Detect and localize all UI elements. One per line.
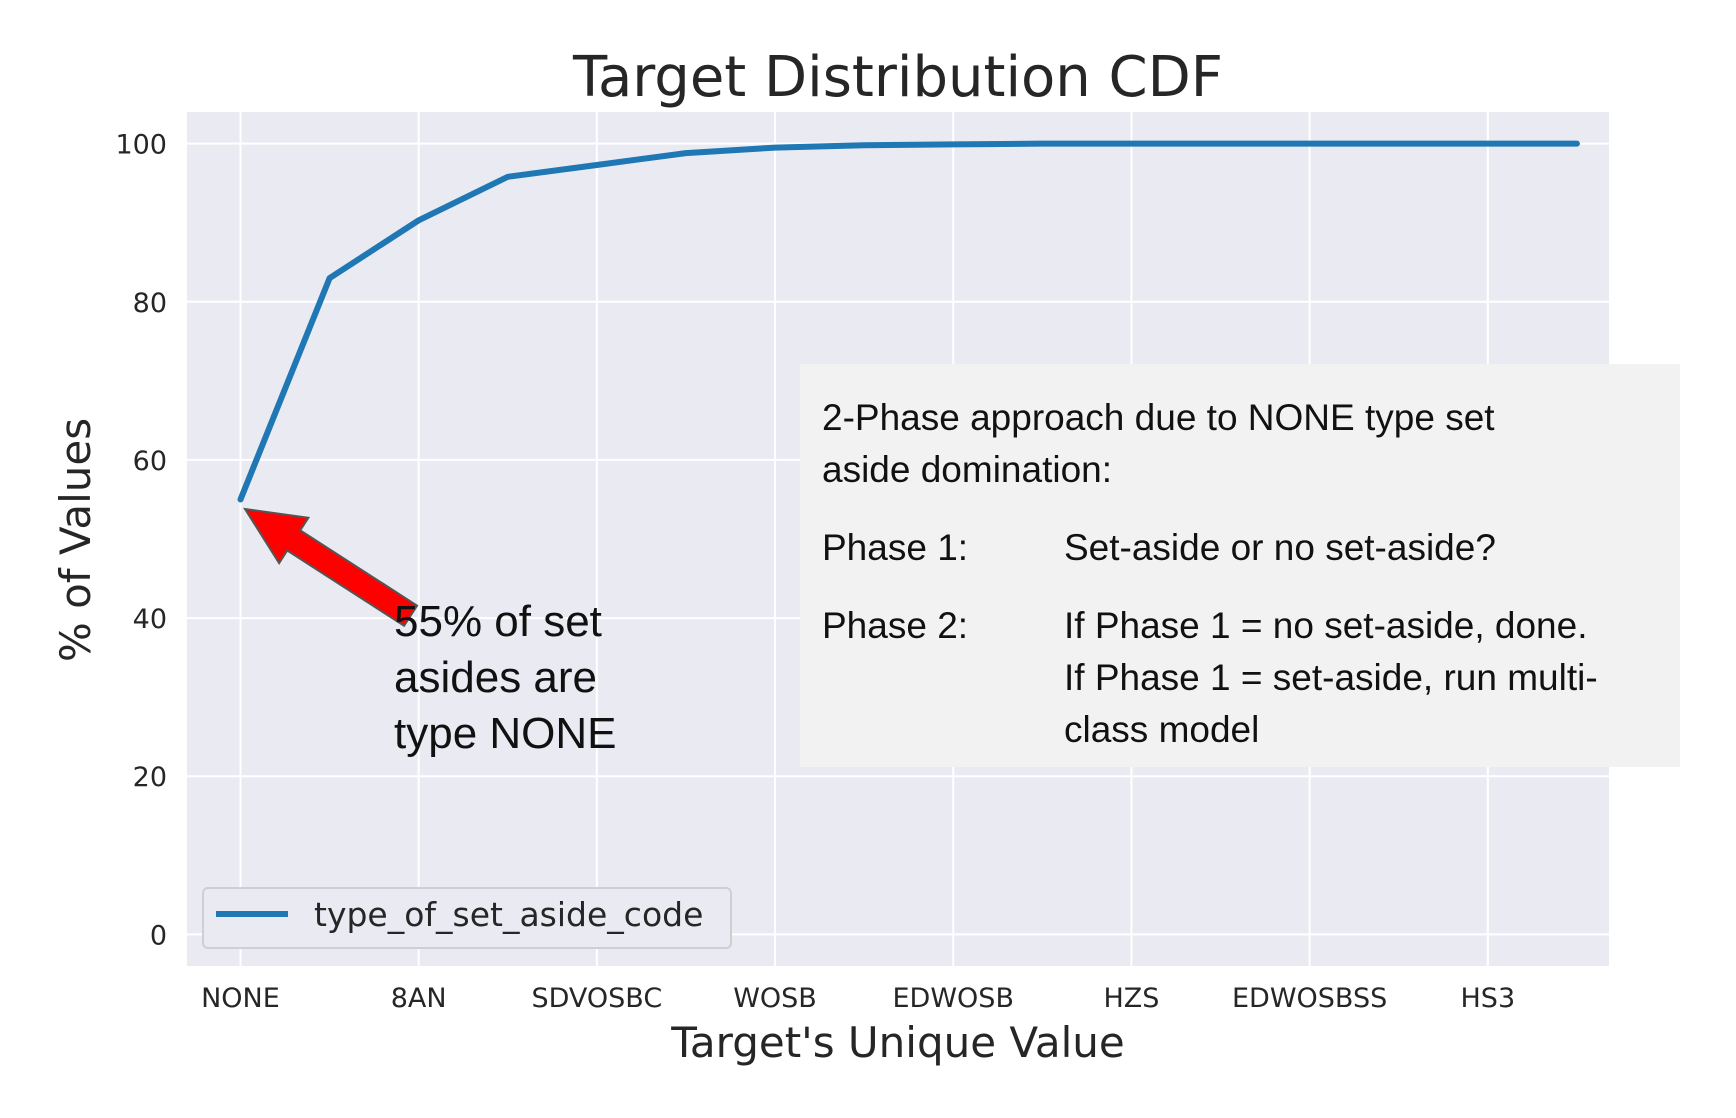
- y-tick-label: 80: [133, 288, 167, 319]
- phase-2-text: If Phase 1 = no set-aside, done. If Phas…: [1064, 600, 1658, 756]
- y-tick-label: 60: [133, 446, 167, 477]
- x-tick-label: EDWOSBSS: [1232, 983, 1387, 1014]
- x-tick-label: HS3: [1461, 983, 1516, 1014]
- x-tick-label: HZS: [1103, 983, 1159, 1014]
- callout-line: asides are: [394, 653, 598, 702]
- y-tick-label: 20: [133, 762, 167, 793]
- y-axis: 0 20 40 60 80 100: [115, 130, 167, 952]
- callout-line: type NONE: [394, 709, 617, 758]
- x-tick-label: NONE: [201, 983, 280, 1014]
- phase-1-label: Phase 1:: [822, 527, 969, 568]
- legend-box: [202, 887, 732, 949]
- callout-text: 55% of set asides are type NONE: [394, 594, 694, 762]
- y-tick-label: 0: [150, 920, 167, 951]
- x-tick-label: 8AN: [391, 983, 447, 1014]
- legend-label: type_of_set_aside_code: [314, 895, 703, 934]
- phase-2-line: If Phase 1 = no set-aside, done.: [1064, 605, 1588, 646]
- x-axis: NONE 8AN SDVOSBC WOSB EDWOSB HZS EDWOSBSS HS3: [201, 983, 1515, 1014]
- y-tick-label: 40: [133, 604, 167, 635]
- callout-line: 55% of set: [394, 597, 602, 646]
- callout-arrow: [243, 507, 419, 628]
- series-lines: [237, 140, 1580, 503]
- phase-1-row: Phase 1: Set-aside or no set-aside?: [822, 522, 1658, 574]
- y-axis-title: % of Values: [51, 418, 100, 662]
- info-intro: 2-Phase approach due to NONE type set as…: [822, 397, 1495, 490]
- series-line: [237, 140, 1580, 503]
- phase-2-line: If Phase 1 = set-aside, run multi-class …: [1064, 657, 1598, 750]
- chart-title: Target Distribution CDF: [572, 45, 1223, 110]
- phase-2-label: Phase 2:: [822, 605, 969, 646]
- x-tick-label: WOSB: [733, 983, 817, 1014]
- x-tick-label: EDWOSB: [893, 983, 1014, 1014]
- y-tick-label: 100: [115, 130, 167, 161]
- info-box: 2-Phase approach due to NONE type set as…: [800, 364, 1680, 767]
- legend: type_of_set_aside_code: [202, 887, 732, 949]
- phase-1-text: Set-aside or no set-aside?: [1064, 527, 1496, 568]
- phase-2-row: Phase 2: If Phase 1 = no set-aside, done…: [822, 600, 1658, 756]
- x-tick-label: SDVOSBC: [531, 983, 662, 1014]
- x-axis-title: Target's Unique Value: [670, 1018, 1125, 1067]
